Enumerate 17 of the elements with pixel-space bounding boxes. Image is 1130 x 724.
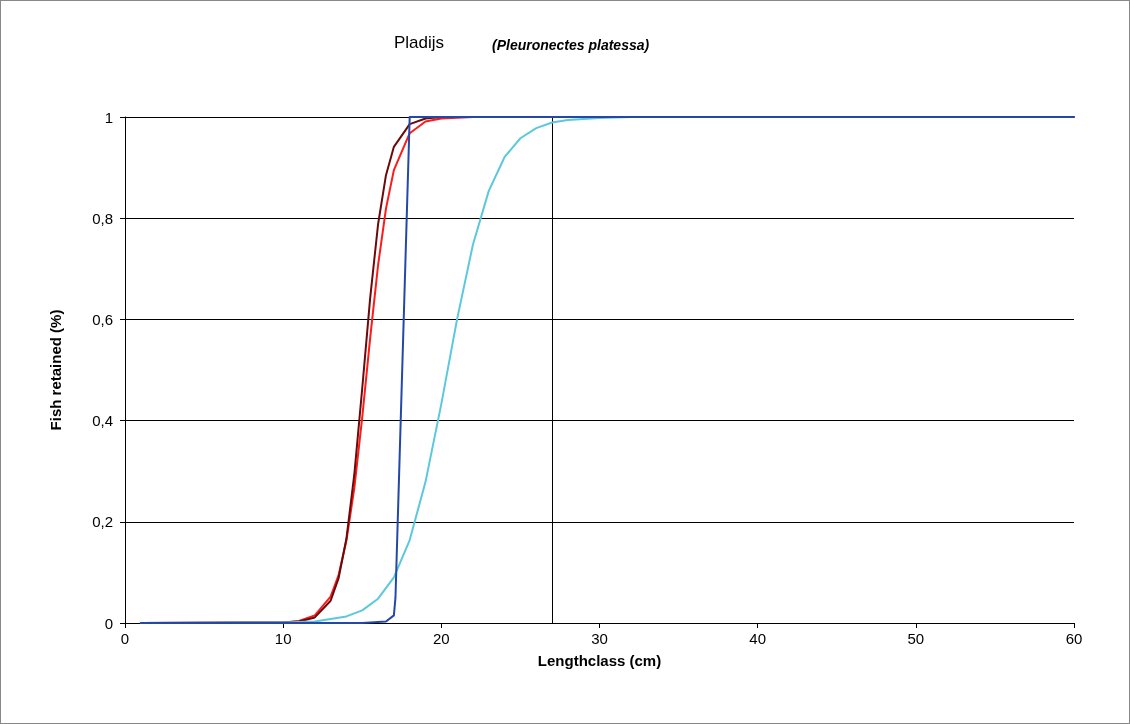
x-tick-label: 20 (432, 630, 450, 647)
y-tick-label: 0,2 (92, 513, 113, 531)
x-tick-label: 10 (274, 630, 292, 647)
y-tick-label: 0 (104, 614, 113, 632)
y-tick-label: 1 (104, 108, 113, 126)
y-tick-label: 0,6 (92, 310, 113, 328)
x-tick-label: 40 (749, 630, 767, 647)
y-tick-label: 0,4 (92, 412, 113, 430)
x-tick-label: 60 (1065, 630, 1083, 647)
x-tick-label: 0 (120, 630, 130, 647)
y-axis-title: Fish retained (%) (47, 309, 64, 431)
x-tick-label: 30 (591, 630, 608, 647)
y-tick-label: 0,8 (92, 209, 113, 227)
chart-title: Pladijs (394, 33, 445, 52)
x-tick-label: 50 (907, 630, 925, 647)
x-axis-title: Lengthclass (cm) (537, 652, 662, 669)
chart-subtitle: (Pleuronectes platessa) (492, 37, 650, 53)
